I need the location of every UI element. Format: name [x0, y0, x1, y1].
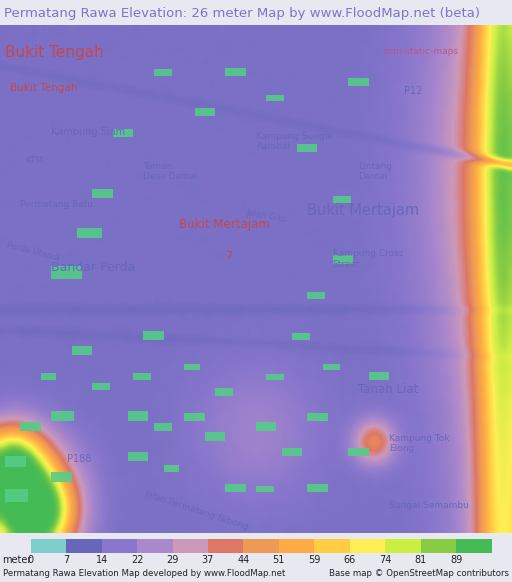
Text: Jalan Permatang Nibong: Jalan Permatang Nibong [143, 489, 250, 531]
Text: 14: 14 [95, 555, 108, 565]
Bar [314, 540, 350, 553]
Text: Kampung Siam: Kampung Siam [51, 126, 125, 137]
Text: Taman
Desa Damai: Taman Desa Damai [143, 162, 198, 182]
Text: Kampung Tok
Elong: Kampung Tok Elong [389, 434, 450, 453]
FancyBboxPatch shape [184, 413, 205, 421]
Text: 51: 51 [273, 555, 285, 565]
Text: 74: 74 [379, 555, 391, 565]
FancyBboxPatch shape [77, 228, 102, 238]
FancyBboxPatch shape [307, 413, 328, 421]
FancyBboxPatch shape [51, 471, 72, 482]
Text: Sungai Semambu: Sungai Semambu [389, 501, 469, 510]
FancyBboxPatch shape [195, 108, 215, 116]
FancyBboxPatch shape [307, 293, 325, 299]
Bar [456, 540, 492, 553]
Text: 89: 89 [450, 555, 462, 565]
Bar [279, 540, 314, 553]
Text: 22: 22 [131, 555, 143, 565]
FancyBboxPatch shape [297, 144, 317, 152]
FancyBboxPatch shape [184, 364, 200, 370]
FancyBboxPatch shape [41, 372, 56, 380]
Text: Perda Utama: Perda Utama [5, 241, 60, 264]
FancyBboxPatch shape [215, 388, 233, 396]
Text: Bukit Tengah: Bukit Tengah [5, 45, 104, 61]
Bar [31, 540, 66, 553]
Bar [421, 540, 456, 553]
Bar [350, 540, 385, 553]
FancyBboxPatch shape [20, 422, 41, 431]
Text: Kampung Sungai
Rambai: Kampung Sungai Rambai [256, 132, 333, 151]
FancyBboxPatch shape [225, 484, 246, 492]
Text: Lintang
Damai: Lintang Damai [358, 162, 392, 182]
Bar [243, 540, 279, 553]
FancyBboxPatch shape [133, 372, 151, 380]
Text: Permatang Rawa Elevation: 26 meter Map by www.FloodMap.net (beta): Permatang Rawa Elevation: 26 meter Map b… [4, 7, 480, 20]
Text: 7: 7 [225, 251, 232, 261]
Text: 37: 37 [202, 555, 214, 565]
Text: Bukit Mertajam: Bukit Mertajam [179, 218, 270, 231]
FancyBboxPatch shape [348, 78, 369, 86]
Text: Bandar Perda: Bandar Perda [51, 261, 136, 274]
FancyBboxPatch shape [205, 432, 225, 441]
FancyBboxPatch shape [282, 448, 302, 456]
FancyBboxPatch shape [5, 489, 28, 502]
Text: P12: P12 [404, 86, 423, 96]
Bar [137, 540, 173, 553]
FancyBboxPatch shape [154, 424, 172, 431]
Text: P188: P188 [67, 454, 91, 464]
Text: 59: 59 [308, 555, 321, 565]
Bar [66, 540, 101, 553]
Text: Jalan Giku: Jalan Giku [246, 208, 289, 224]
FancyBboxPatch shape [256, 422, 276, 431]
FancyBboxPatch shape [113, 129, 133, 137]
FancyBboxPatch shape [128, 452, 148, 462]
FancyBboxPatch shape [51, 411, 74, 421]
Text: Permatang Rawa Elevation Map developed by www.FloodMap.net: Permatang Rawa Elevation Map developed b… [3, 569, 285, 577]
FancyBboxPatch shape [333, 196, 351, 203]
Bar [173, 540, 208, 553]
FancyBboxPatch shape [292, 333, 310, 340]
Text: 7: 7 [63, 555, 69, 565]
Bar [101, 540, 137, 553]
FancyBboxPatch shape [266, 374, 284, 380]
FancyBboxPatch shape [154, 69, 172, 76]
FancyBboxPatch shape [333, 255, 353, 264]
Text: 29: 29 [166, 555, 179, 565]
Text: Bukit Tengah: Bukit Tengah [10, 83, 78, 93]
FancyBboxPatch shape [266, 94, 284, 101]
FancyBboxPatch shape [323, 364, 340, 370]
Text: Permatang Batu: Permatang Batu [20, 200, 94, 209]
Text: Kampung Cross
Street: Kampung Cross Street [333, 249, 403, 269]
Text: Tanah Liat: Tanah Liat [358, 383, 419, 396]
FancyBboxPatch shape [92, 190, 113, 197]
Text: meter: meter [3, 555, 32, 565]
Text: Base map © OpenStreetMap contributors: Base map © OpenStreetMap contributors [329, 569, 509, 577]
FancyBboxPatch shape [51, 266, 82, 279]
FancyBboxPatch shape [369, 372, 389, 380]
FancyBboxPatch shape [164, 465, 179, 471]
Text: osm-static-maps: osm-static-maps [384, 47, 459, 56]
Text: 0: 0 [28, 555, 34, 565]
FancyBboxPatch shape [92, 383, 110, 391]
Bar [385, 540, 421, 553]
FancyBboxPatch shape [225, 68, 246, 76]
FancyBboxPatch shape [128, 411, 148, 421]
Text: KTM: KTM [26, 156, 44, 165]
Text: Bukit Mertajam: Bukit Mertajam [307, 203, 419, 218]
FancyBboxPatch shape [143, 331, 164, 340]
FancyBboxPatch shape [5, 456, 26, 467]
FancyBboxPatch shape [307, 484, 328, 492]
FancyBboxPatch shape [348, 448, 369, 456]
Text: 44: 44 [237, 555, 249, 565]
Text: 81: 81 [415, 555, 427, 565]
FancyBboxPatch shape [72, 346, 92, 355]
Text: 66: 66 [344, 555, 356, 565]
FancyBboxPatch shape [256, 486, 274, 492]
Bar [208, 540, 243, 553]
